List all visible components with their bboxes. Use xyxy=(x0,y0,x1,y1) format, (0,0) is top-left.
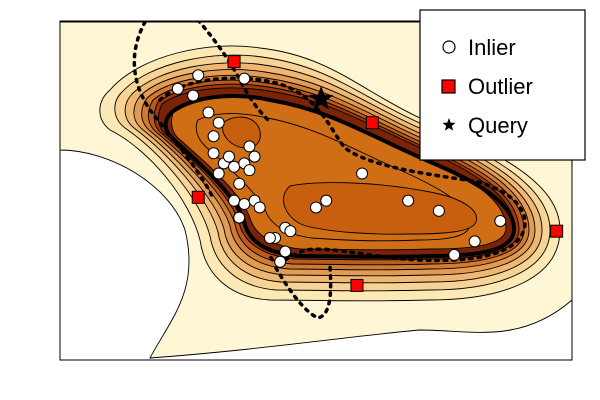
inlier-point xyxy=(192,69,205,82)
outlier-point xyxy=(365,116,379,130)
legend-query-marker xyxy=(442,118,456,131)
inlier-point xyxy=(238,72,251,85)
inlier-point xyxy=(494,215,507,228)
data-points xyxy=(171,55,564,292)
inlier-point xyxy=(187,89,200,102)
inlier-point xyxy=(238,198,251,211)
inlier-point xyxy=(274,255,287,268)
core-region-upper xyxy=(222,116,261,149)
legend-item-outlier: Outlier xyxy=(441,74,533,99)
inlier-point xyxy=(212,167,225,180)
inlier-point xyxy=(320,194,333,207)
outlier-point xyxy=(227,55,241,69)
legend-item-inlier: Inlier xyxy=(442,35,516,60)
inlier-point xyxy=(233,211,246,224)
inlier-point xyxy=(171,82,184,95)
inlier-point xyxy=(233,177,246,190)
inlier-point xyxy=(222,150,235,163)
inlier-point xyxy=(202,106,215,119)
outlier-point xyxy=(350,278,364,292)
legend-query-label: Query xyxy=(468,113,528,138)
legend-outlier-label: Outlier xyxy=(468,74,533,99)
inlier-point xyxy=(207,130,220,143)
dotted-contour-main xyxy=(158,76,527,264)
inlier-point xyxy=(207,147,220,160)
inlier-point xyxy=(243,164,256,177)
decision-boundary xyxy=(163,94,517,259)
inlier-point xyxy=(432,204,445,217)
inlier-point xyxy=(279,245,292,258)
inlier-point xyxy=(253,201,266,214)
outlier-point xyxy=(550,224,564,238)
inlier-point xyxy=(248,150,261,163)
legend-inlier-label: Inlier xyxy=(468,35,516,60)
legend-item-query: Query xyxy=(442,113,528,138)
outlier-point xyxy=(191,190,205,204)
core-region-lower xyxy=(283,182,477,235)
inlier-point xyxy=(243,140,256,153)
inlier-point xyxy=(356,167,369,180)
inlier-point xyxy=(228,194,241,207)
query-point xyxy=(308,85,334,110)
legend-inlier-marker xyxy=(442,40,456,54)
inlier-point xyxy=(212,116,225,129)
legend: Inlier Outlier Query xyxy=(419,9,586,161)
inlier-point xyxy=(448,248,461,261)
legend-outlier-marker xyxy=(441,79,456,94)
dotted-contour-top xyxy=(196,21,270,122)
plot-frame xyxy=(59,20,573,361)
inlier-point xyxy=(468,235,481,248)
dotted-contour-left xyxy=(132,21,216,202)
inlier-point xyxy=(263,231,276,244)
density-contours xyxy=(60,21,572,360)
inlier-point xyxy=(284,225,297,238)
inlier-point xyxy=(402,194,415,207)
inlier-point xyxy=(228,160,241,173)
inlier-point xyxy=(310,201,322,214)
